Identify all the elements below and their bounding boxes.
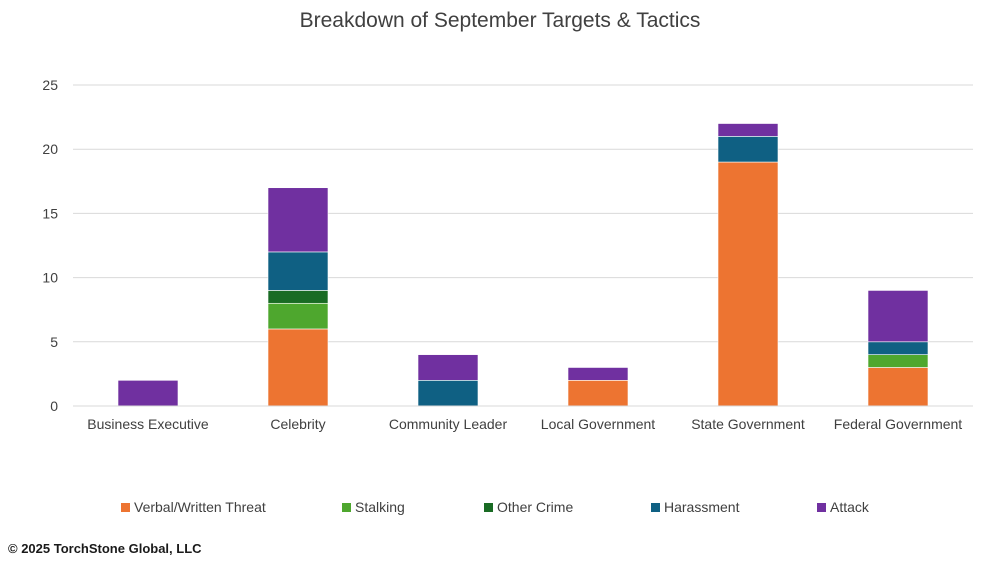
legend-swatch xyxy=(817,503,826,512)
x-tick-label: Community Leader xyxy=(389,416,508,432)
bar-segment xyxy=(567,367,629,381)
bar-segment xyxy=(267,302,329,330)
bar-segment xyxy=(867,341,929,355)
legend-swatch xyxy=(484,503,493,512)
y-tick-label: 0 xyxy=(50,398,58,414)
legend-label: Harassment xyxy=(664,499,740,515)
bar-segment xyxy=(267,251,329,291)
bar-segment xyxy=(417,354,479,381)
legend: Verbal/Written Threat Stalking Other Crime… xyxy=(121,499,870,515)
bar-segment xyxy=(567,380,629,407)
bar-segment xyxy=(717,136,779,163)
legend-swatch xyxy=(121,503,130,512)
bars xyxy=(117,123,929,407)
x-axis-ticks: Business Executive Celebrity Community Lea… xyxy=(87,416,962,432)
legend-swatch xyxy=(342,503,351,512)
legend-label: Stalking xyxy=(355,499,405,515)
bar-segment xyxy=(867,354,929,368)
bar-segment xyxy=(267,328,329,407)
bar-segment xyxy=(417,380,479,407)
legend-swatch xyxy=(651,503,660,512)
bar-segment xyxy=(267,187,329,253)
legend-label: Other Crime xyxy=(497,499,573,515)
bar-segment xyxy=(117,380,179,407)
bar-segment xyxy=(867,290,929,343)
y-tick-label: 5 xyxy=(50,334,58,350)
legend-label: Attack xyxy=(830,499,870,515)
bar-segment xyxy=(267,290,329,304)
chart-title: Breakdown of September Targets & Tactics xyxy=(300,9,701,32)
bar-segment xyxy=(717,123,779,137)
y-tick-label: 10 xyxy=(42,270,58,286)
gridlines xyxy=(73,84,973,343)
legend-label: Verbal/Written Threat xyxy=(134,499,266,515)
y-tick-label: 25 xyxy=(42,77,58,93)
x-tick-label: Local Government xyxy=(541,416,656,432)
copyright-notice: © 2025 TorchStone Global, LLC xyxy=(8,541,202,556)
bar-segment xyxy=(867,367,929,407)
y-tick-label: 20 xyxy=(42,141,58,157)
bar-segment xyxy=(717,161,779,407)
x-tick-label: Celebrity xyxy=(270,416,325,432)
x-tick-label: Business Executive xyxy=(87,416,209,432)
y-axis-ticks: 0 5 10 15 20 25 xyxy=(42,77,58,414)
x-tick-label: State Government xyxy=(691,416,805,432)
y-tick-label: 15 xyxy=(42,205,58,221)
x-tick-label: Federal Government xyxy=(834,416,963,432)
